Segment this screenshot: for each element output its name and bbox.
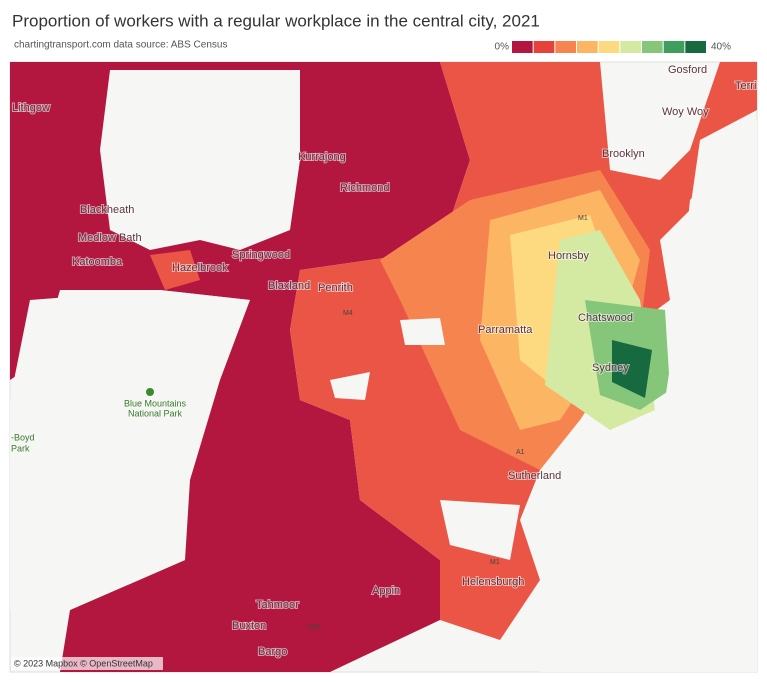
place-label: Tahmoor bbox=[256, 599, 299, 611]
place-label: Buxton bbox=[232, 620, 266, 632]
place-label: Penrith bbox=[318, 282, 353, 294]
legend-swatch bbox=[598, 41, 620, 53]
legend-swatch bbox=[663, 41, 685, 53]
place-label: Sutherland bbox=[508, 470, 561, 482]
road-label: M31 bbox=[308, 624, 322, 631]
place-label: Lithgow bbox=[12, 102, 50, 114]
place-label: Kurrajong bbox=[298, 151, 346, 163]
place-label: Chatswood bbox=[578, 312, 633, 324]
place-label: Hazelbrook bbox=[172, 262, 228, 274]
place-label: Terri bbox=[735, 80, 756, 92]
park-icon bbox=[146, 388, 154, 396]
road-label: A1 bbox=[516, 449, 525, 456]
legend: 0% 40% bbox=[495, 41, 731, 53]
place-label: Parramatta bbox=[478, 324, 533, 336]
road-label: M1 bbox=[578, 215, 588, 222]
place-label: Medlow Bath bbox=[78, 232, 142, 244]
place-label: Springwood bbox=[232, 249, 290, 261]
legend-swatch bbox=[620, 41, 641, 53]
place-label: Blaxland bbox=[268, 280, 310, 292]
legend-swatch bbox=[512, 41, 533, 53]
place-label: Woy Woy bbox=[662, 106, 709, 118]
legend-swatch bbox=[685, 41, 706, 53]
attribution: © 2023 Mapbox © OpenStreetMap bbox=[14, 658, 153, 668]
place-label: Katoomba bbox=[72, 256, 123, 268]
attribution-bg bbox=[11, 657, 163, 670]
park-area bbox=[10, 290, 250, 610]
title: Proportion of workers with a regular wor… bbox=[12, 11, 540, 30]
region bbox=[612, 340, 652, 398]
water bbox=[540, 120, 757, 672]
map: Lithgow Kurrajong Richmond Blackheath Me… bbox=[9, 61, 758, 673]
park-area bbox=[100, 70, 300, 250]
place-label: Gosford bbox=[668, 64, 707, 76]
park-label: Park bbox=[11, 443, 30, 453]
region bbox=[150, 250, 200, 290]
water bbox=[440, 500, 520, 560]
road-label: M1 bbox=[490, 559, 500, 566]
place-label: Appin bbox=[372, 585, 400, 597]
water bbox=[330, 372, 370, 400]
place-label: Blackheath bbox=[80, 204, 134, 216]
place-label: Brooklyn bbox=[602, 148, 645, 160]
legend-swatch bbox=[533, 41, 555, 53]
legend-swatch bbox=[577, 41, 598, 53]
place-label: Hornsby bbox=[548, 250, 589, 262]
place-label: Helensburgh bbox=[462, 576, 524, 588]
place-label: Bargo bbox=[258, 646, 287, 658]
park-label: National Park bbox=[128, 408, 183, 418]
road-label: M4 bbox=[343, 310, 353, 317]
legend-min: 0% bbox=[495, 42, 510, 53]
park-label: -Boyd bbox=[11, 432, 35, 442]
water bbox=[400, 318, 445, 345]
place-label: Richmond bbox=[340, 182, 390, 194]
legend-swatch bbox=[555, 41, 576, 53]
legend-max: 40% bbox=[711, 42, 731, 53]
subtitle: chartingtransport.com data source: ABS C… bbox=[14, 40, 227, 51]
legend-swatch bbox=[642, 41, 663, 53]
place-label: Sydney bbox=[592, 362, 629, 374]
park-label: Blue Mountains bbox=[124, 398, 187, 408]
